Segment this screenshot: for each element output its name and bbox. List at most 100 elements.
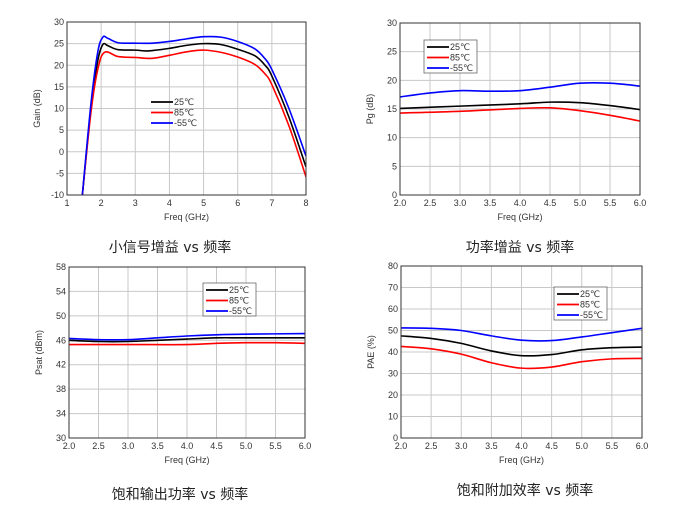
x-axis-label: Freq (GHz) [164,212,209,222]
x-tick-label: 3 [133,198,138,208]
y-tick-label: 70 [388,283,398,293]
series-line-25℃ [81,42,306,195]
chart-2: 2.0 2.5 3.0 3.5 4.0 4.5 5.0 5.5 6.0 0 5 10 15 20 25 30 F… [365,18,646,256]
plot-frame [68,266,306,439]
y-tick-label: 10 [54,104,64,114]
chart-1: 1 2 3 4 5 6 7 8 -10 -5 0 5 10 15 20 25 30 Freq (GHz) Gain … [32,17,309,256]
x-tick-label: 5.0 [574,198,587,208]
x-tick-label: 2.5 [424,198,437,208]
series-line--55℃ [81,35,306,195]
x-tick-label: 1 [64,198,69,208]
y-tick-label: -10 [51,190,64,200]
chart-3: 2.0 2.5 3.0 3.5 4.0 4.5 5.0 5.5 6.0 30 34 38 42 46 50 5… [34,262,311,503]
x-tick-label: 2.5 [92,441,105,451]
x-tick-label: 3.0 [122,441,135,451]
x-tick-label: 3.0 [454,198,467,208]
x-tick-label: 3.5 [484,198,497,208]
x-tick-label: 5.0 [575,441,588,451]
x-tick-label: 4 [167,198,172,208]
x-axis-label: Freq (GHz) [499,455,544,465]
x-tick-label: 2.0 [394,198,407,208]
chart-caption: 饱和附加效率 vs 频率 [457,482,593,499]
x-tick-label: 6.0 [634,198,647,208]
legend-label: 25℃ [450,42,470,52]
y-tick-label: 15 [54,82,64,92]
y-tick-label: 20 [387,75,397,85]
x-axis-label: Freq (GHz) [165,455,210,465]
series-line--55℃ [400,81,640,98]
y-tick-label: 60 [388,304,398,314]
legend-label: 85℃ [580,300,600,310]
y-tick-label: 10 [388,412,398,422]
plot-frame [399,22,641,196]
y-tick-label: 40 [388,347,398,357]
y-tick-label: 20 [54,60,64,70]
y-tick-label: 0 [392,190,397,200]
y-tick-label: 30 [54,17,64,27]
x-tick-label: 2.0 [395,441,408,451]
series-line--55℃ [401,327,642,342]
plot-frame [400,265,643,439]
y-tick-label: 34 [56,409,66,419]
x-tick-label: 2 [99,198,104,208]
x-tick-label: 4.5 [545,441,558,451]
y-tick-label: 0 [393,433,398,443]
series-line-85℃ [400,106,640,122]
x-tick-label: 6.0 [299,441,312,451]
y-tick-label: 0 [59,147,64,157]
y-tick-label: 46 [56,335,66,345]
x-tick-label: 3.0 [455,441,468,451]
x-tick-label: 3.5 [151,441,164,451]
x-tick-label: 5.5 [269,441,282,451]
legend-label: -55℃ [580,310,603,320]
chart-caption: 饱和输出功率 vs 频率 [112,486,248,503]
y-axis-label: Psat (dBm) [34,330,44,375]
y-tick-label: 10 [387,133,397,143]
y-tick-label: 50 [388,326,398,336]
x-tick-label: 6.0 [636,441,649,451]
y-tick-label: 5 [59,125,64,135]
series-line-85℃ [69,341,305,346]
y-tick-label: 54 [56,286,66,296]
series-line--55℃ [69,332,305,341]
x-tick-label: 4.0 [181,441,194,451]
legend-label: 85℃ [229,296,249,306]
x-tick-label: 6 [235,198,240,208]
legend-label: -55℃ [229,306,252,316]
y-tick-label: 20 [388,390,398,400]
y-axis-label: Pg (dB) [365,94,375,125]
series-line-85℃ [81,49,306,195]
series-line-25℃ [401,335,642,357]
series-line-85℃ [401,345,642,370]
x-tick-label: 4.0 [514,198,527,208]
legend-label: 85℃ [174,108,194,118]
x-tick-label: 8 [303,198,308,208]
x-tick-label: 2.5 [425,441,438,451]
y-tick-label: 30 [387,18,397,28]
x-tick-label: 5 [201,198,206,208]
y-tick-label: 80 [388,261,398,271]
x-tick-label: 7 [269,198,274,208]
legend-label: 25℃ [580,289,600,299]
y-tick-label: 25 [387,47,397,57]
x-tick-label: 4.5 [544,198,557,208]
plot-frame [66,21,307,196]
legend-label: 25℃ [174,97,194,107]
y-tick-label: 25 [54,39,64,49]
y-tick-label: 58 [56,262,66,272]
x-tick-label: 2.0 [63,441,76,451]
x-tick-label: 4.5 [210,441,223,451]
x-tick-label: 3.5 [485,441,498,451]
x-tick-label: 4.0 [515,441,528,451]
series-line-25℃ [400,101,640,111]
chart-caption: 小信号增益 vs 频率 [109,239,231,256]
legend-label: -55℃ [450,63,473,73]
legend-label: -55℃ [174,118,197,128]
series-line-25℃ [69,336,305,343]
x-tick-label: 5.0 [240,441,253,451]
y-tick-label: 42 [56,360,66,370]
y-tick-label: 30 [56,433,66,443]
chart-4: 2.0 2.5 3.0 3.5 4.0 4.5 5.0 5.5 6.0 0 10 20 30 40 50 60… [366,261,648,499]
chart-caption: 功率增益 vs 频率 [466,239,574,256]
